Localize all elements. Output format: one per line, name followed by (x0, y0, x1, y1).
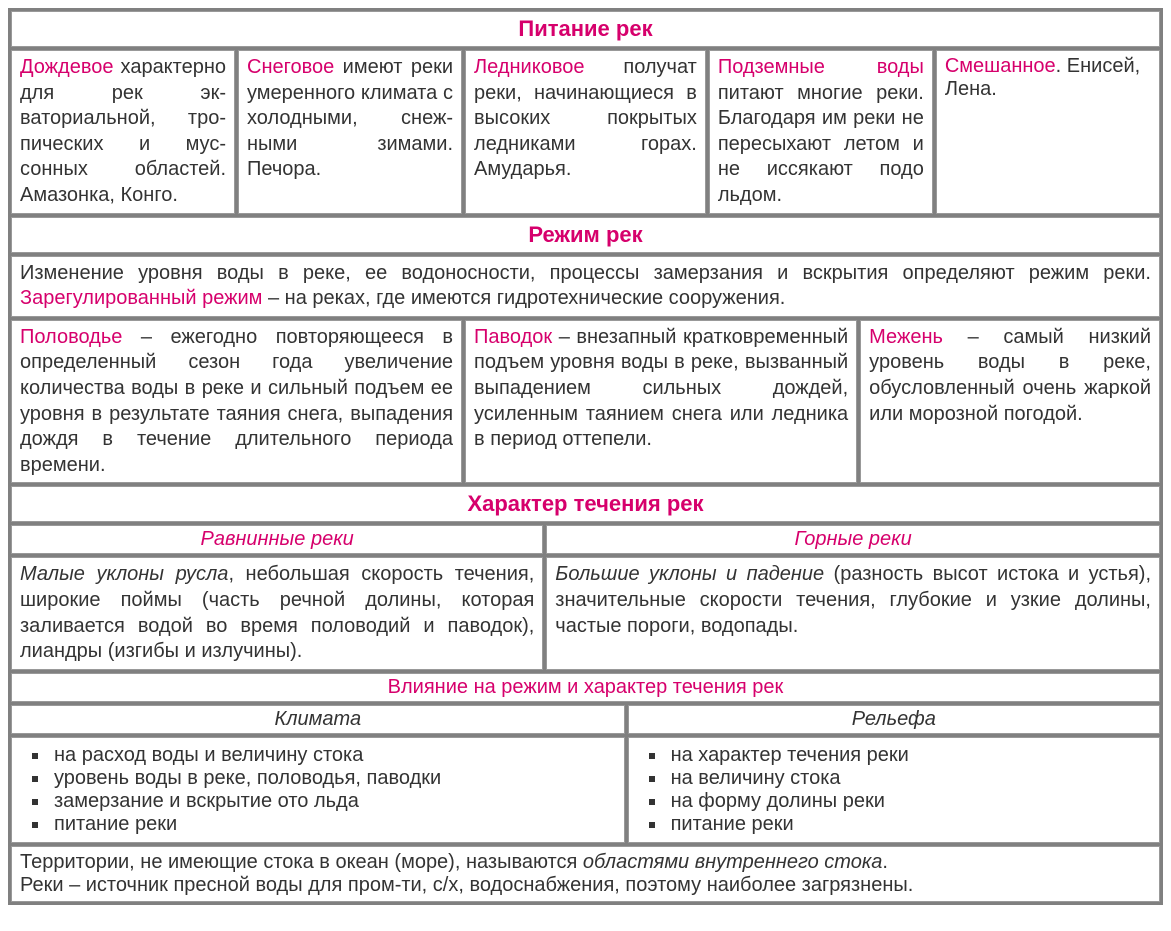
emph: Большие уклоны и падение (555, 563, 824, 585)
regime-intro: Изменение уровня воды в реке, ее водонос… (11, 256, 1160, 317)
list-item: на характер течения реки (667, 744, 1151, 767)
footer-cell: Территории, не имеющие стока в океан (мо… (11, 846, 1160, 902)
influence-subheader-relief: Рельефа (628, 705, 1160, 734)
term: Зарегулированный режим (20, 287, 262, 309)
flow-cell-plain: Малые уклоны русла, небольшая скорость т… (11, 557, 543, 669)
term: Ледниковое (474, 56, 584, 78)
climate-list: на расход воды и величину стока уровень … (50, 744, 616, 836)
relief-list: на характер течения реки на величину сто… (667, 744, 1151, 836)
influence-cell-climate: на расход воды и величину стока уровень … (11, 737, 625, 843)
flow-cell-mountain: Большие уклоны и падение (разность высот… (546, 557, 1160, 669)
text: Территории, не имеющие стока в океан (мо… (20, 851, 583, 873)
text: – на реках, где имеются гидротехнические… (262, 287, 785, 309)
section-header-feeding: Питание рек (11, 11, 1160, 47)
list-item: на расход воды и величину стока (50, 744, 616, 767)
regime-cell-highwater: Половодье – ежегодно повторяющееся в опр… (11, 320, 462, 484)
feeding-cell-groundwater: Подземные воды питают многие реки. Благо… (709, 50, 933, 214)
body: – ежегодно повторяющееся в определенный … (20, 326, 453, 476)
feeding-cell-rain: Дождевое харак­терно для рек эк­ваториал… (11, 50, 235, 214)
list-item: замерзание и вскрытие ото льда (50, 790, 616, 813)
body: питают многие реки. Благодаря им реки не… (718, 82, 924, 206)
term: Снеговое (247, 56, 334, 78)
footer-line1: Территории, не имеющие стока в океан (мо… (20, 851, 1151, 874)
emph: областями внутреннего стока (583, 851, 883, 873)
term: Подземные воды (718, 56, 924, 78)
text: . (882, 851, 888, 873)
emph: Малые уклоны русла (20, 563, 228, 585)
influence-cell-relief: на характер течения реки на величину сто… (628, 737, 1160, 843)
list-item: на величину стока (667, 767, 1151, 790)
term: Половодье (20, 326, 122, 348)
term: Межень (869, 326, 943, 348)
section-header-influence: Влияние на режим и характер течения рек (11, 673, 1160, 702)
list-item: уровень воды в реке, половодья, паводки (50, 767, 616, 790)
regime-cell-lowwater: Межень – самый низкий уровень во­ды в ре… (860, 320, 1160, 484)
section-header-regime: Режим рек (11, 217, 1160, 253)
influence-subheader-climate: Климата (11, 705, 625, 734)
term: Паводок (474, 326, 552, 348)
section-header-flow: Характер течения рек (11, 486, 1160, 522)
flow-subheader-mountain: Горные реки (546, 525, 1160, 554)
text: Изменение уровня воды в реке, ее водонос… (20, 262, 1151, 284)
body: харак­терно для рек эк­ваториальной, тро… (20, 56, 226, 206)
list-item: питание реки (667, 813, 1151, 836)
feeding-cell-snow: Снеговое имеют реки умеренно­го климата … (238, 50, 462, 214)
term: Смешанное (945, 55, 1056, 77)
flow-subheader-plain: Равнинные реки (11, 525, 543, 554)
list-item: на форму долины реки (667, 790, 1151, 813)
feeding-cell-mixed: Смешанное. Енисей, Лена. (936, 50, 1160, 214)
term: Дождевое (20, 56, 114, 78)
feeding-cell-glacier: Ледниковое по­лучат реки, на­чинающиеся … (465, 50, 706, 214)
footer-line2: Реки – источник пресной воды для пром-ти… (20, 874, 1151, 897)
list-item: питание реки (50, 813, 616, 836)
rivers-table: Питание рек Дождевое харак­терно для рек… (8, 8, 1163, 905)
regime-cell-flood: Паводок – внезапный кратко­временный под… (465, 320, 857, 484)
